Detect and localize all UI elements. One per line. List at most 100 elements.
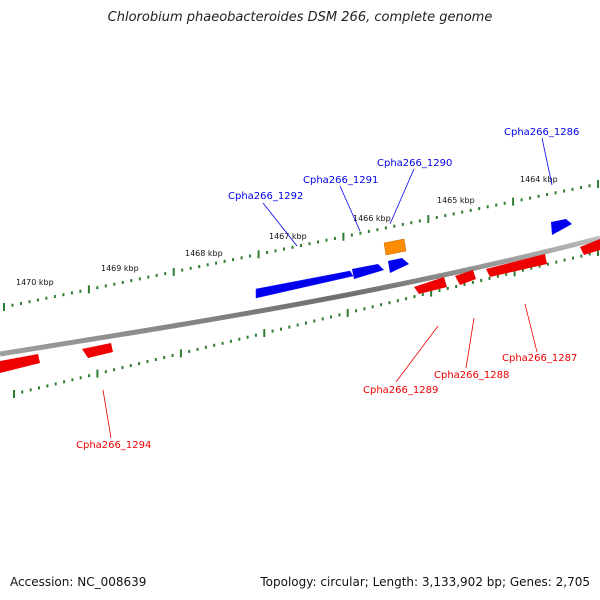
gene-1287-reverse[interactable] — [486, 254, 547, 277]
leader-line-1287 — [524, 303, 538, 353]
minor-tick — [496, 274, 499, 278]
minor-tick — [471, 280, 474, 284]
minor-tick — [350, 233, 353, 237]
minor-tick — [113, 368, 116, 372]
minor-tick — [155, 273, 158, 277]
minor-tick — [138, 277, 141, 281]
minor-tick — [79, 289, 82, 293]
gene-1292-forward[interactable] — [255, 270, 354, 299]
minor-tick — [121, 280, 124, 284]
gene-1291-forward[interactable] — [352, 264, 384, 279]
scale-label-1468: 1468 kbp — [185, 249, 223, 258]
minor-tick — [308, 242, 311, 246]
major-tick — [3, 303, 5, 311]
gene-label-1290: Cpha266_1290 — [377, 158, 452, 169]
gene-1289-reverse[interactable] — [414, 277, 447, 294]
major-tick — [512, 197, 515, 206]
minor-tick — [463, 283, 466, 286]
minor-tick — [196, 347, 199, 351]
minor-tick — [45, 296, 48, 300]
minor-tick — [571, 187, 574, 191]
minor-tick — [488, 276, 491, 280]
minor-tick — [421, 293, 424, 297]
minor-tick — [554, 191, 557, 195]
feature-orange-box[interactable] — [383, 238, 407, 256]
minor-tick — [537, 194, 540, 198]
scale-label-1465: 1465 kbp — [437, 196, 475, 205]
gene-label-1286: Cpha266_1286 — [504, 127, 579, 138]
minor-tick — [313, 319, 316, 323]
minor-tick — [104, 284, 107, 288]
minor-tick — [71, 378, 74, 382]
minor-tick — [555, 260, 558, 264]
minor-tick — [221, 341, 224, 345]
minor-tick — [444, 214, 447, 218]
minor-tick — [469, 208, 472, 212]
scale-label-1467: 1467 kbp — [269, 232, 307, 241]
gene-edge-reverse[interactable] — [580, 239, 600, 255]
leader-line-1290 — [389, 168, 415, 225]
minor-tick — [229, 339, 232, 343]
minor-tick — [249, 254, 252, 258]
minor-tick — [305, 321, 307, 325]
gene-1294-reverse[interactable] — [0, 354, 40, 373]
major-tick — [342, 232, 345, 241]
minor-tick — [384, 226, 387, 230]
gene-label-1287: Cpha266_1287 — [502, 353, 577, 364]
minor-tick — [300, 244, 302, 247]
minor-tick — [63, 380, 66, 384]
major-tick — [87, 285, 90, 294]
minor-tick — [291, 245, 294, 249]
minor-tick — [215, 261, 218, 265]
minor-tick — [266, 251, 269, 254]
minor-tick — [572, 256, 574, 260]
minor-tick — [495, 203, 498, 207]
minor-tick — [530, 266, 533, 270]
genome-backbone — [0, 235, 600, 357]
major-tick — [257, 250, 260, 259]
gene-1286-forward[interactable] — [551, 219, 572, 235]
minor-tick — [154, 358, 157, 361]
accession-text: Accession: NC_008639 — [10, 575, 147, 589]
minor-tick — [418, 219, 421, 223]
minor-tick — [438, 289, 441, 292]
minor-tick — [79, 376, 82, 380]
minor-tick — [338, 313, 341, 317]
minor-tick — [38, 386, 40, 390]
minor-tick — [288, 325, 291, 329]
minor-tick — [371, 305, 374, 309]
minor-tick — [393, 224, 396, 228]
leader-line-1291 — [339, 185, 361, 232]
gene-1288-reverse[interactable] — [455, 270, 476, 285]
minor-tick — [189, 266, 192, 270]
gene-label-1292: Cpha266_1292 — [228, 191, 303, 202]
scale-label-1469: 1469 kbp — [101, 264, 139, 273]
minor-tick — [317, 240, 319, 244]
gene-label-1291: Cpha266_1291 — [303, 175, 378, 186]
minor-tick — [20, 302, 22, 305]
minor-tick — [503, 201, 506, 205]
major-tick — [96, 369, 99, 378]
minor-tick — [388, 301, 391, 305]
gene-1294b-reverse[interactable] — [82, 343, 113, 358]
minor-tick — [204, 345, 207, 349]
minor-tick — [36, 298, 39, 302]
minor-tick — [70, 291, 73, 295]
minor-tick — [333, 237, 336, 240]
gene-1290-forward[interactable] — [388, 258, 409, 273]
minor-tick — [325, 238, 328, 242]
minor-tick — [480, 278, 483, 282]
minor-tick — [121, 366, 124, 370]
minor-tick — [546, 262, 549, 266]
gene-label-1289: Cpha266_1289 — [363, 385, 438, 396]
scale-label-1464: 1464 kbp — [520, 175, 558, 184]
minor-tick — [171, 354, 174, 357]
minor-tick — [401, 222, 404, 226]
scale-label-1470: 1470 kbp — [16, 278, 54, 287]
major-tick — [513, 268, 516, 277]
minor-tick — [206, 263, 209, 267]
minor-tick — [359, 231, 362, 235]
minor-tick — [546, 193, 549, 196]
gene-label-1288: Cpha266_1288 — [434, 370, 509, 381]
minor-tick — [486, 205, 489, 209]
